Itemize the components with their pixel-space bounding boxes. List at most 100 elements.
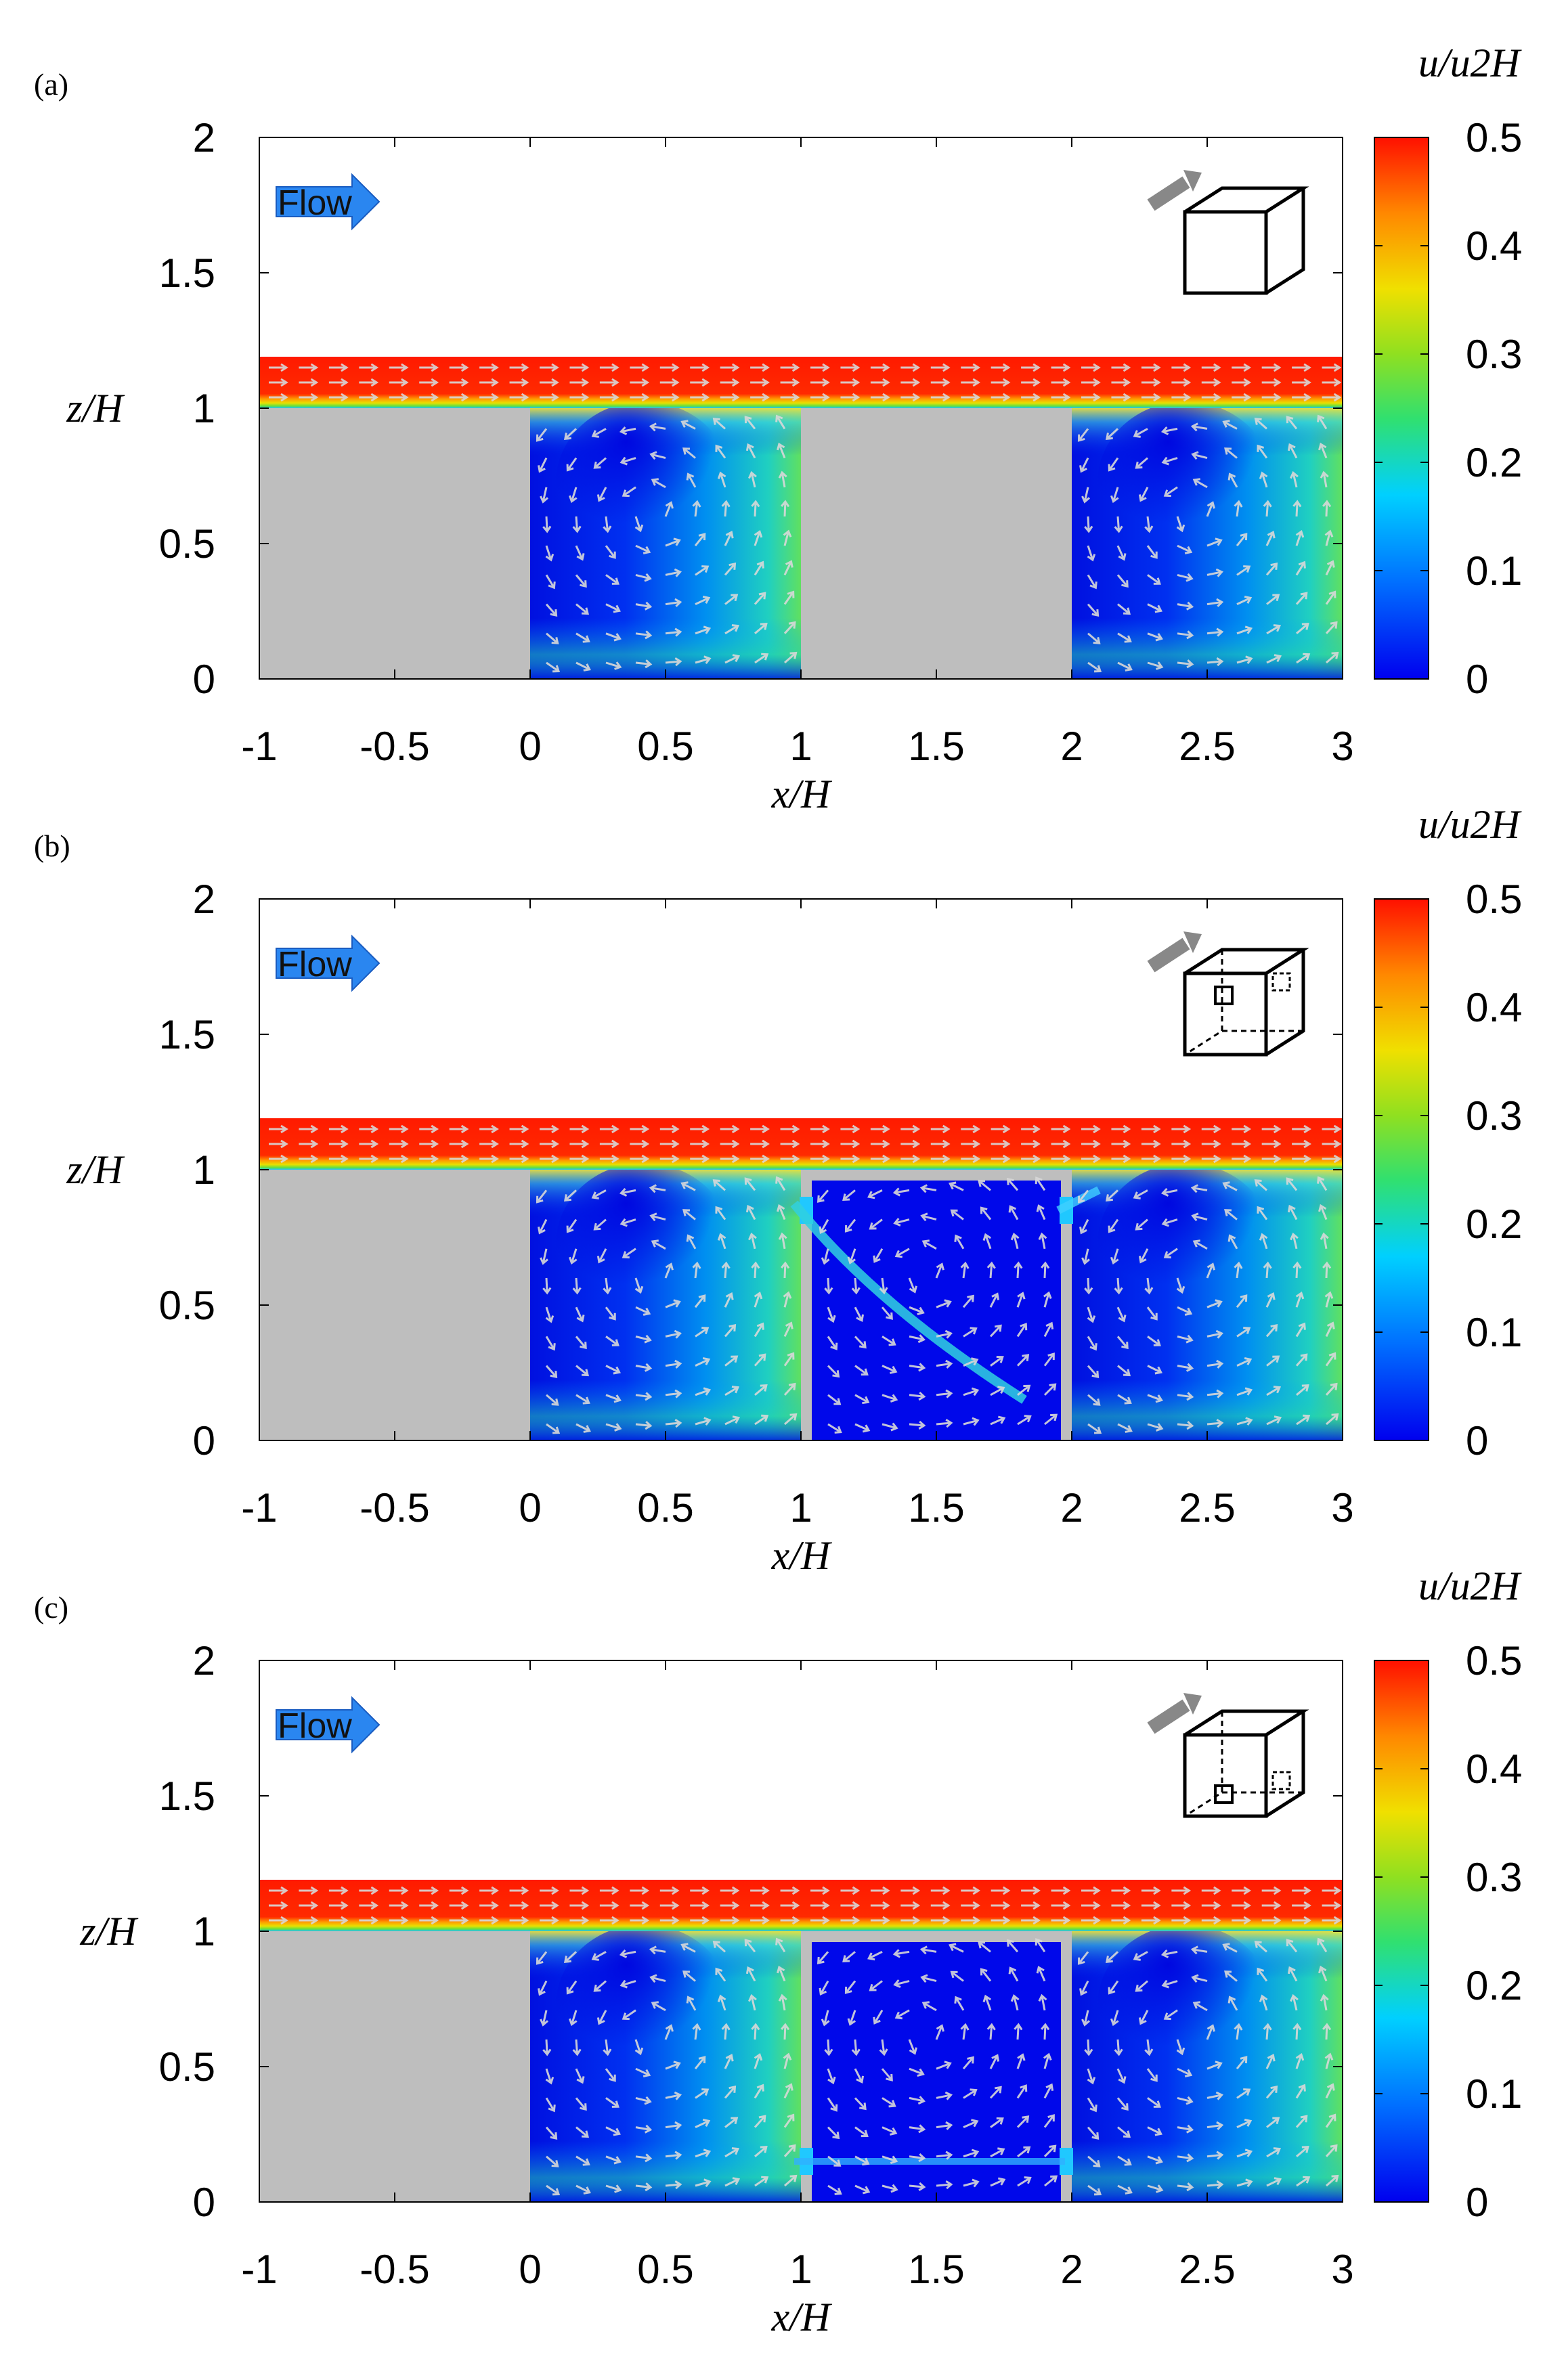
velocity-arrow [449,1886,469,1895]
velocity-arrow [1290,470,1299,488]
velocity-arrow [603,516,612,533]
y-tick-label: 0.5 [159,2044,215,2090]
velocity-arrow [546,632,559,644]
velocity-arrow [1206,1329,1223,1339]
velocity-arrow [563,428,578,440]
velocity-arrow [665,2061,681,2070]
velocity-arrow [1111,1916,1131,1925]
velocity-arrow [1163,2009,1178,2021]
y-tick-label: 1.5 [159,250,215,296]
velocity-arrow [649,1212,666,1222]
velocity-arrow [1177,544,1193,554]
velocity-arrow [854,2184,871,2195]
velocity-arrow [892,1949,910,1958]
flow-arrow-icon [276,934,380,992]
velocity-arrow [949,1181,964,1191]
velocity-arrow [328,363,349,372]
velocity-arrow [870,378,890,387]
velocity-arrow [479,363,499,372]
velocity-arrow [1108,457,1119,472]
velocity-arrow [1266,624,1282,635]
velocity-arrow [545,574,556,590]
velocity-arrow [720,378,740,387]
velocity-arrow [1176,516,1186,533]
velocity-arrow [605,2184,622,2193]
velocity-arrow [751,1261,760,1279]
velocity-arrow [961,1124,981,1134]
velocity-arrow [1146,1306,1158,1321]
velocity-arrow [1295,1291,1305,1308]
velocity-arrow [882,1422,898,1432]
velocity-arrow [783,1352,795,1367]
velocity-arrow [1292,378,1311,387]
velocity-arrow [1117,2126,1131,2138]
vortex-core [556,1163,732,1325]
velocity-arrow [854,2068,865,2084]
velocity-arrow [328,1901,349,1910]
velocity-arrow [1265,2054,1276,2069]
velocity-arrow [854,2126,869,2138]
velocity-arrow [1236,1357,1253,1367]
velocity-arrow [665,537,681,547]
velocity-arrow [854,1336,867,1349]
velocity-arrow [1177,2124,1194,2134]
velocity-arrow [1017,1384,1031,1396]
velocity-arrow [546,2184,561,2196]
velocity-arrow [720,1886,740,1895]
velocity-arrow [780,1886,800,1895]
velocity-arrow [1266,594,1280,605]
velocity-arrow [1292,1916,1311,1925]
velocity-arrow [851,1277,861,1295]
velocity-arrow [659,1139,680,1149]
velocity-arrow [599,1124,619,1134]
velocity-arrow [1206,1389,1224,1398]
velocity-arrow [630,1154,650,1164]
velocity-arrow [715,1206,726,1220]
velocity-arrow [695,565,710,576]
velocity-arrow [1043,1383,1057,1396]
velocity-arrow [1147,2155,1163,2165]
rear-opening-icon [1271,1771,1291,1790]
velocity-arrow [810,1916,830,1925]
velocity-arrow [1176,2039,1186,2056]
colorbar-tick-label: 0.5 [1466,115,1522,160]
velocity-arrow [921,2001,937,2012]
velocity-arrow [605,1423,622,1432]
velocity-arrow [419,363,439,372]
velocity-arrow [1322,1901,1342,1910]
velocity-arrow [1108,1218,1119,1233]
cube-outline [1183,186,1309,295]
velocity-arrow [882,2155,898,2165]
velocity-arrow [575,2097,587,2111]
velocity-arrow [1141,1154,1161,1164]
velocity-arrow [1222,1943,1238,1953]
velocity-arrow [1147,661,1164,670]
velocity-arrow [545,545,554,562]
velocity-arrow [569,1901,590,1910]
velocity-arrow [1171,378,1192,387]
velocity-arrow [1176,1277,1186,1294]
velocity-arrow [1322,1124,1342,1134]
wind-direction-arrowhead-icon [1183,170,1202,192]
wind-direction-arrowhead-icon [1183,1693,1202,1715]
velocity-arrow [630,1901,650,1910]
velocity-arrow [1318,442,1328,459]
velocity-arrow [950,1209,964,1220]
velocity-arrow [980,1206,992,1220]
y-tick-label: 1.5 [159,1773,215,1819]
velocity-arrow [824,1277,833,1295]
velocity-arrow [991,363,1011,372]
velocity-arrow [630,363,650,372]
velocity-arrow [328,1124,349,1134]
velocity-arrow [1192,478,1208,489]
velocity-arrow [982,1994,992,2011]
velocity-arrow [540,1154,559,1164]
velocity-arrow [754,2084,764,2099]
velocity-arrow [827,1306,836,1323]
velocity-arrow [750,1139,770,1149]
velocity-arrow [1108,1980,1119,1995]
velocity-arrow [961,1916,981,1925]
velocity-arrow [664,501,674,517]
x-tick-label: -0.5 [360,724,429,769]
velocity-arrow [810,1901,830,1910]
